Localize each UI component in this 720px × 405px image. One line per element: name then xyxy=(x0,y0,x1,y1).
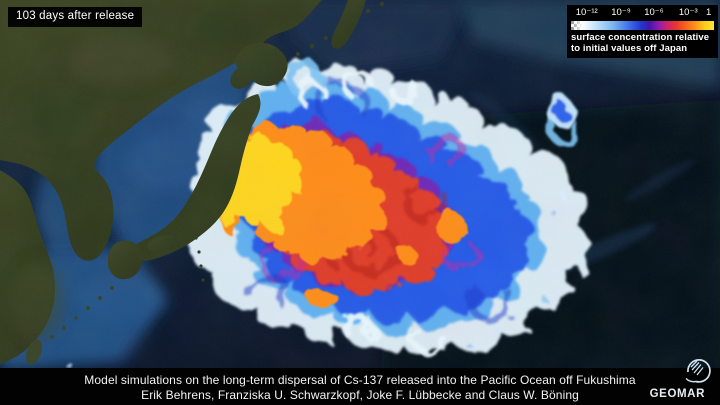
caption-band: Model simulations on the long-term dispe… xyxy=(0,368,720,405)
tick-1e-3: 10⁻³ xyxy=(678,7,698,18)
colorbar-gradient-fill xyxy=(571,21,714,30)
tick-1e-9: 10⁻⁹ xyxy=(611,7,631,18)
geomar-wordmark: GEOMAR xyxy=(649,388,705,400)
colorbar-tick-labels: 10⁻¹² 10⁻⁹ 10⁻⁶ 10⁻³ 1 xyxy=(571,7,714,20)
colorbar-caption: surface concentration relative to initia… xyxy=(571,32,714,54)
caption-authors: Erik Behrens, Franziska U. Schwarzkopf, … xyxy=(141,388,579,402)
colorbar-caption-line1: surface concentration relative xyxy=(571,32,710,43)
ocean-eddy-swirl-icon xyxy=(685,359,711,383)
tick-1e-6: 10⁻⁶ xyxy=(644,7,664,18)
colorbar-gradient xyxy=(571,21,714,30)
time-elapsed-badge: 103 days after release xyxy=(8,7,143,27)
tick-1: 1 xyxy=(705,7,712,18)
geomar-logo: GEOMAR xyxy=(643,356,715,402)
colorbar-caption-line2: to initial values off Japan xyxy=(571,42,688,54)
tick-1e-12: 10⁻¹² xyxy=(575,7,598,18)
colorbar-legend: 10⁻¹² 10⁻⁹ 10⁻⁶ 10⁻³ 1 surface concentra… xyxy=(567,5,718,58)
caption-title: Model simulations on the long-term dispe… xyxy=(84,373,636,387)
